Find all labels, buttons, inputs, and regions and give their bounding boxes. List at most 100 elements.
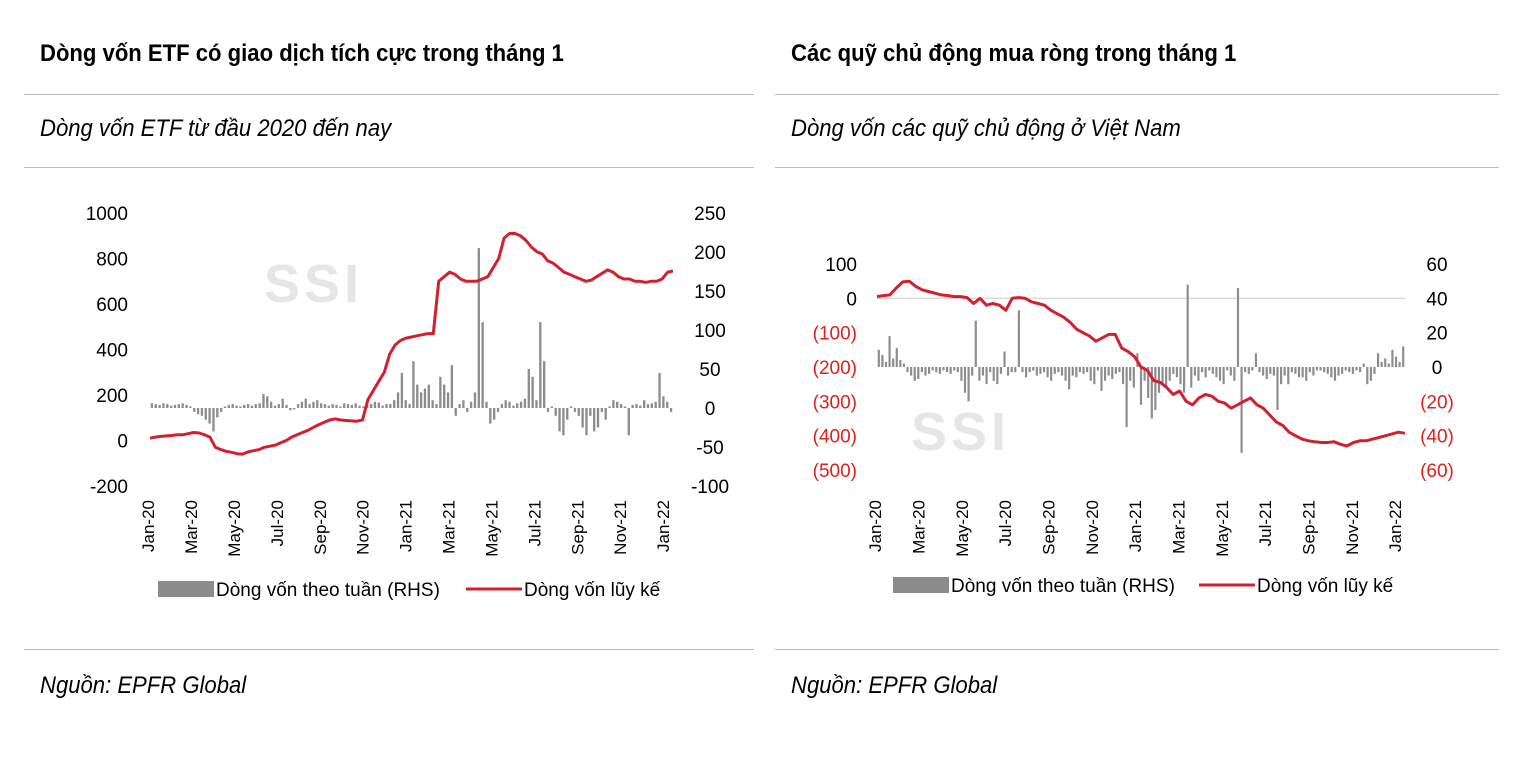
weekly-flow-bar bbox=[327, 405, 330, 408]
watermark-text: SSI bbox=[911, 402, 1010, 462]
weekly-flow-bar bbox=[546, 408, 550, 412]
divider bbox=[24, 649, 754, 650]
weekly-flow-bar bbox=[593, 408, 596, 432]
weekly-flow-bar bbox=[1369, 367, 1372, 381]
weekly-flow-bar bbox=[443, 384, 446, 408]
weekly-flow-bar bbox=[462, 400, 465, 408]
weekly-flow-bar bbox=[485, 401, 488, 408]
weekly-flow-bar bbox=[1222, 367, 1225, 385]
weekly-flow-bar bbox=[1114, 367, 1117, 374]
weekly-flow-bar bbox=[285, 404, 288, 408]
weekly-flow-bar bbox=[1276, 367, 1279, 410]
weekly-flow-bar bbox=[1333, 367, 1337, 381]
active-fund-flow-panel: Các quỹ chủ động mua ròng trong tháng 1 … bbox=[775, 0, 1499, 768]
weekly-flow-bar bbox=[308, 404, 311, 408]
weekly-flow-bar bbox=[477, 248, 480, 408]
weekly-flow-bar bbox=[1387, 363, 1390, 367]
weekly-flow-bar bbox=[293, 408, 296, 410]
weekly-flow-bar bbox=[1319, 367, 1322, 371]
weekly-flow-bar bbox=[1147, 367, 1150, 398]
weekly-flow-bar bbox=[1014, 367, 1017, 373]
weekly-flow-bar bbox=[956, 367, 959, 373]
weekly-flow-bar bbox=[658, 372, 661, 408]
weekly-flow-bar bbox=[1391, 349, 1394, 367]
weekly-flow-bar bbox=[1312, 367, 1315, 376]
weekly-flow-bar bbox=[335, 404, 338, 408]
weekly-flow-bar bbox=[623, 406, 627, 408]
weekly-flow-bar bbox=[662, 396, 665, 408]
weekly-flow-bar bbox=[1258, 367, 1261, 373]
weekly-flow-bar bbox=[423, 388, 427, 408]
left-axis-tick-label: 0 bbox=[117, 432, 128, 453]
weekly-flow-bar bbox=[1240, 367, 1243, 453]
weekly-flow-bar bbox=[331, 404, 334, 408]
source-note: Nguồn: EPFR Global bbox=[791, 672, 998, 699]
weekly-flow-bar bbox=[884, 361, 888, 367]
weekly-flow-bar bbox=[535, 400, 538, 408]
weekly-flow-bar bbox=[1179, 367, 1182, 385]
legend-bar-label: Dòng vốn theo tuần (RHS) bbox=[216, 580, 440, 601]
weekly-flow-bar bbox=[1373, 367, 1376, 374]
right-axis-tick-label: 250 bbox=[694, 204, 726, 225]
weekly-flow-bar bbox=[408, 404, 411, 408]
weekly-flow-bar bbox=[960, 367, 963, 381]
weekly-flow-bar bbox=[1236, 288, 1240, 367]
weekly-flow-bar bbox=[1326, 367, 1329, 374]
weekly-flow-bar bbox=[646, 404, 650, 408]
weekly-flow-bar bbox=[1398, 361, 1401, 367]
weekly-flow-bar bbox=[496, 408, 500, 412]
weekly-flow-bar bbox=[177, 404, 180, 408]
weekly-flow-bar bbox=[1226, 367, 1229, 371]
x-axis-tick-label: May-20 bbox=[953, 500, 972, 557]
weekly-flow-bar bbox=[1035, 367, 1038, 376]
weekly-flow-bar bbox=[881, 354, 884, 367]
right-axis-tick-label: 150 bbox=[694, 282, 726, 303]
weekly-flow-bar bbox=[1068, 367, 1071, 390]
weekly-flow-bar bbox=[1297, 367, 1301, 378]
weekly-flow-bar bbox=[550, 406, 554, 408]
weekly-flow-bar bbox=[1341, 367, 1344, 374]
x-axis-tick-label: Jan-21 bbox=[1126, 500, 1145, 552]
weekly-flow-bar bbox=[523, 398, 527, 408]
cumulative-flow-line bbox=[149, 232, 674, 456]
weekly-flow-bar bbox=[435, 404, 438, 408]
weekly-flow-bar bbox=[1384, 358, 1387, 367]
weekly-flow-bar bbox=[596, 408, 600, 428]
divider bbox=[24, 167, 754, 168]
weekly-flow-bar bbox=[928, 367, 931, 374]
weekly-flow-bar bbox=[489, 408, 492, 424]
legend-bar-swatch bbox=[893, 577, 949, 593]
right-axis-tick-label: 0 bbox=[705, 399, 716, 420]
weekly-flow-bar bbox=[269, 401, 273, 408]
weekly-flow-bar bbox=[358, 405, 361, 408]
cumulative-flow-line bbox=[876, 279, 1406, 448]
weekly-flow-bar bbox=[608, 406, 611, 408]
weekly-flow-bar bbox=[154, 404, 157, 408]
x-axis-tick-label: May-21 bbox=[482, 500, 501, 557]
weekly-flow-bar bbox=[577, 408, 580, 416]
weekly-flow-bar bbox=[573, 408, 577, 412]
x-axis-tick-label: Jul-21 bbox=[525, 500, 544, 546]
weekly-flow-bar bbox=[1150, 367, 1153, 419]
legend-bar-label: Dòng vốn theo tuần (RHS) bbox=[951, 576, 1175, 597]
weekly-flow-bar bbox=[1118, 367, 1121, 373]
right-axis-tick-label: 20 bbox=[1426, 324, 1447, 345]
x-axis-tick-label: Nov-21 bbox=[1343, 500, 1362, 555]
weekly-flow-bar bbox=[1172, 367, 1175, 374]
weekly-flow-bar bbox=[1315, 367, 1319, 371]
weekly-flow-bar bbox=[416, 384, 419, 408]
left-axis-tick-label: (100) bbox=[813, 324, 857, 345]
left-axis-tick-label: 100 bbox=[825, 255, 857, 276]
weekly-flow-bar bbox=[354, 403, 357, 408]
left-axis-tick-label: (500) bbox=[813, 461, 857, 482]
weekly-flow-bar bbox=[377, 402, 380, 408]
weekly-flow-bar bbox=[1337, 367, 1340, 376]
weekly-flow-bar bbox=[239, 406, 242, 408]
x-axis-tick-label: Jan-20 bbox=[139, 500, 158, 552]
panel-title: Các quỹ chủ động mua ròng trong tháng 1 bbox=[791, 40, 1237, 67]
weekly-flow-bar bbox=[1251, 367, 1254, 371]
weekly-flow-bar bbox=[419, 392, 423, 408]
weekly-flow-bar bbox=[985, 367, 988, 385]
weekly-flow-bar bbox=[1208, 367, 1211, 371]
weekly-flow-bar bbox=[446, 392, 450, 408]
